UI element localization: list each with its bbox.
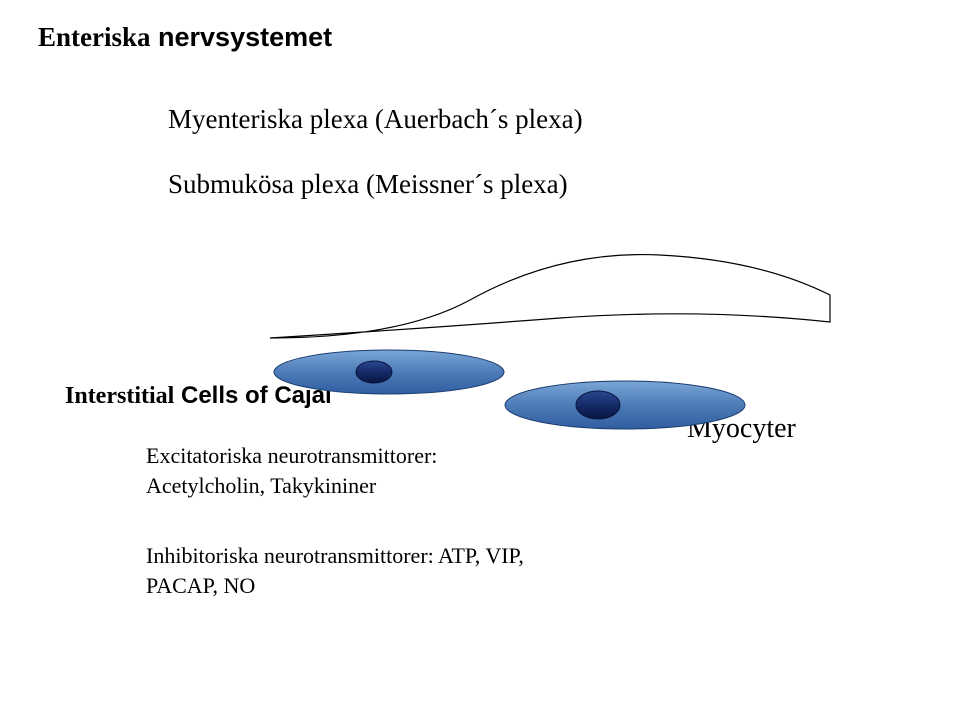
slide: Enteriska nervsystemet Myenteriska plexa… [0,0,960,714]
nucleus-left [356,361,392,383]
cell-right [505,381,745,429]
cell-diagram [0,0,960,714]
nucleus-right [576,391,620,419]
membrane-curve [270,255,830,338]
